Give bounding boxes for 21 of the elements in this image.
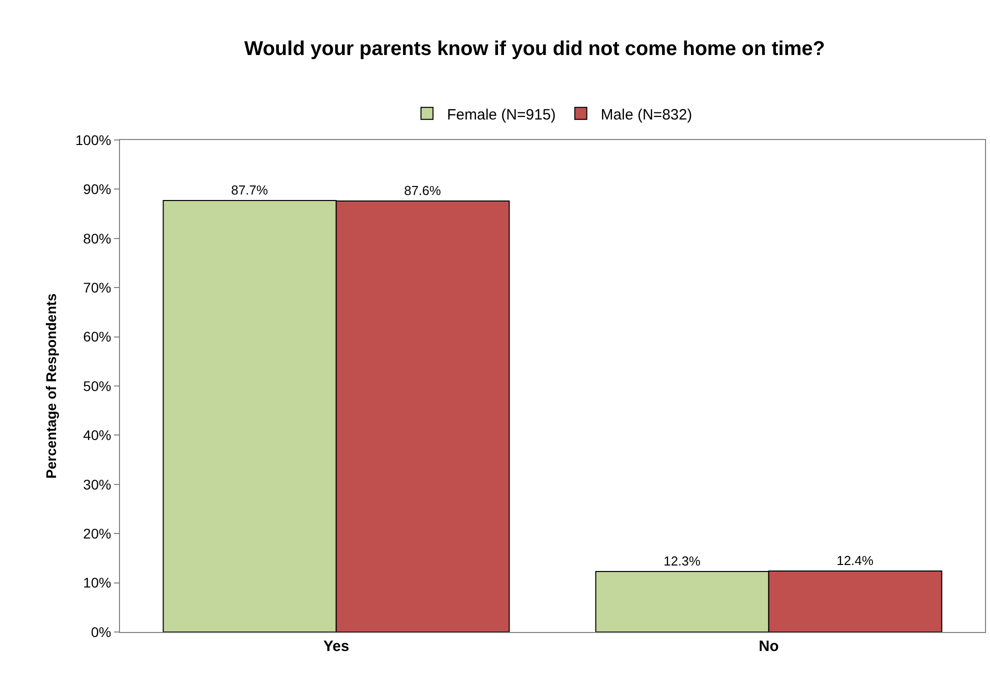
data-label: 87.6% [404,183,442,198]
y-tick-label: 70% [83,280,112,296]
y-tick-label: 90% [83,181,112,198]
chart-title: Would your parents know if you did not come home on time? [244,38,825,60]
y-tick-label: 100% [75,132,112,148]
legend-label: Female (N=915) [447,106,556,124]
legend-label: Male (N=832) [600,106,692,124]
y-tick-label: 40% [83,427,112,444]
y-tick-label: 80% [83,230,112,246]
y-tick-label: 10% [83,574,112,591]
y-tick-label: 20% [83,526,112,542]
y-axis-title: Percentage of Respondents [42,293,59,479]
x-tick-label: No [758,638,779,655]
data-label: 87.7% [231,182,268,198]
y-tick-label: 0% [90,624,112,640]
data-label: 12.3% [664,553,701,568]
x-tick-label: Yes [323,638,350,655]
y-tick-label: 30% [83,476,112,492]
y-tick-label: 50% [83,378,112,394]
y-tick-label: 60% [83,328,112,345]
data-label: 12.4% [836,552,874,568]
